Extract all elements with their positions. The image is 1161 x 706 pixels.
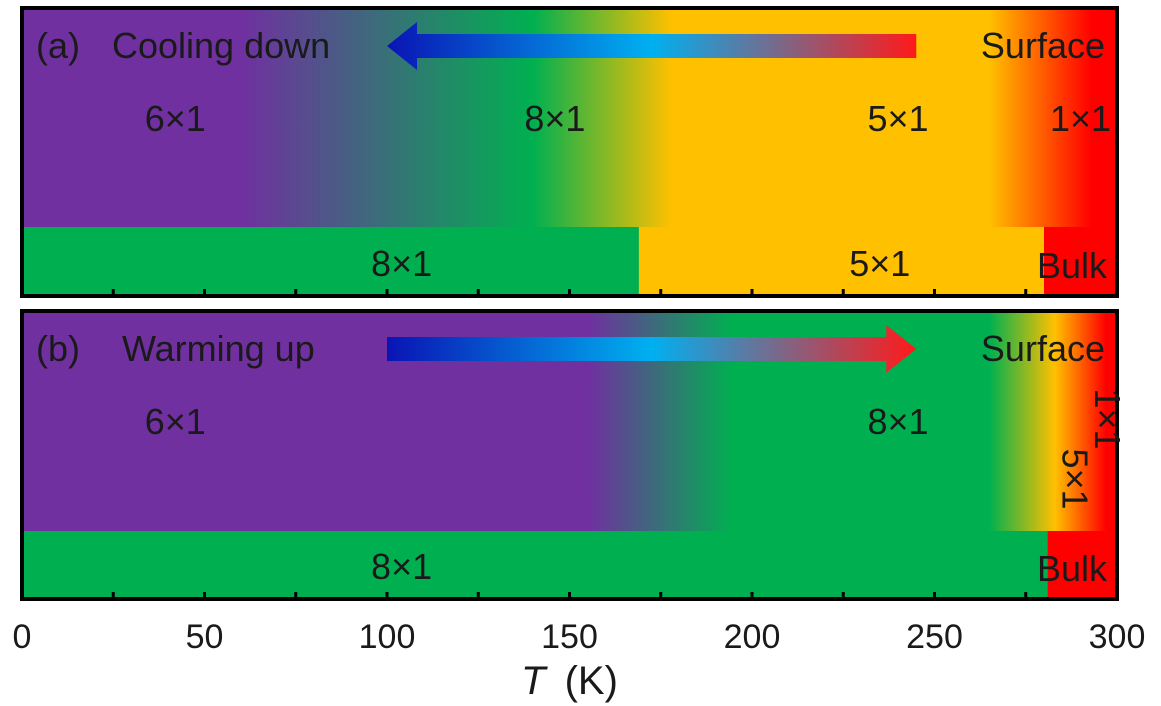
panel-a-ticks <box>20 289 1119 296</box>
bulk-phase-label: 8×1 <box>371 546 432 587</box>
panel-b-phase-labels: 6×1 8×1 5×11×1 8×1 <box>145 388 1128 587</box>
surface-phase-label: 8×1 <box>524 98 585 139</box>
bulk-phase-label: 5×1 <box>849 243 910 284</box>
panel-a-phase-labels: 6×1 8×1 5×1 1×1 8×1 5×1 <box>145 98 1111 284</box>
panel-b-warming-arrow <box>387 325 917 373</box>
x-tick-label: 0 <box>13 618 32 656</box>
panel-a-bulk-label: Bulk <box>1037 245 1108 286</box>
bulk-phase-label: 8×1 <box>371 243 432 284</box>
bulk-segment <box>638 227 1045 296</box>
surface-phase-label: 5×1 <box>1054 448 1095 509</box>
surface-phase-label: 6×1 <box>145 98 206 139</box>
panel-b-label: (b) <box>36 328 80 369</box>
panel-a-surface-label: Surface <box>981 25 1105 66</box>
panel-b-bulk-band <box>22 531 1118 599</box>
panel-a-label: (a) <box>36 25 80 66</box>
x-tick-label: 300 <box>1089 618 1146 656</box>
panel-b-title: Warming up <box>122 328 315 369</box>
x-tick-label: 200 <box>724 618 781 656</box>
bulk-segment <box>1044 227 1118 296</box>
bulk-segment <box>1047 531 1118 599</box>
panel-b: (b) Warming up Surface Bulk 6×1 8×1 5×11×1… <box>20 309 1128 601</box>
panel-a-cooling-arrow <box>387 22 917 70</box>
x-tick-label: 50 <box>186 618 224 656</box>
x-axis-tick-labels: 0 50 100 150 200 250 300 <box>13 618 1146 656</box>
surface-phase-label: 8×1 <box>867 401 928 442</box>
panel-b-surface-label: Surface <box>981 328 1105 369</box>
x-axis-title-symbol: T <box>521 659 548 703</box>
x-tick-label: 100 <box>359 618 416 656</box>
panel-a: (a) Cooling down Surface Bulk 6×1 8×1 5×1 1… <box>20 6 1119 298</box>
x-tick-label: 250 <box>906 618 963 656</box>
panel-a-title: Cooling down <box>112 25 330 66</box>
bulk-segment <box>22 531 1049 599</box>
surface-phase-label: 1×1 <box>1050 98 1111 139</box>
panel-a-bulk-band <box>22 227 1118 296</box>
surface-phase-label: 6×1 <box>145 401 206 442</box>
bulk-segment <box>22 227 640 296</box>
x-axis-title-unit: (K) <box>565 659 618 703</box>
x-axis-title: T (K) <box>521 659 618 703</box>
panel-b-bulk-label: Bulk <box>1037 548 1108 589</box>
x-tick-label: 150 <box>541 618 598 656</box>
surface-phase-label: 5×1 <box>867 98 928 139</box>
panel-b-ticks <box>20 592 1119 599</box>
surface-phase-label: 1×1 <box>1087 388 1128 449</box>
